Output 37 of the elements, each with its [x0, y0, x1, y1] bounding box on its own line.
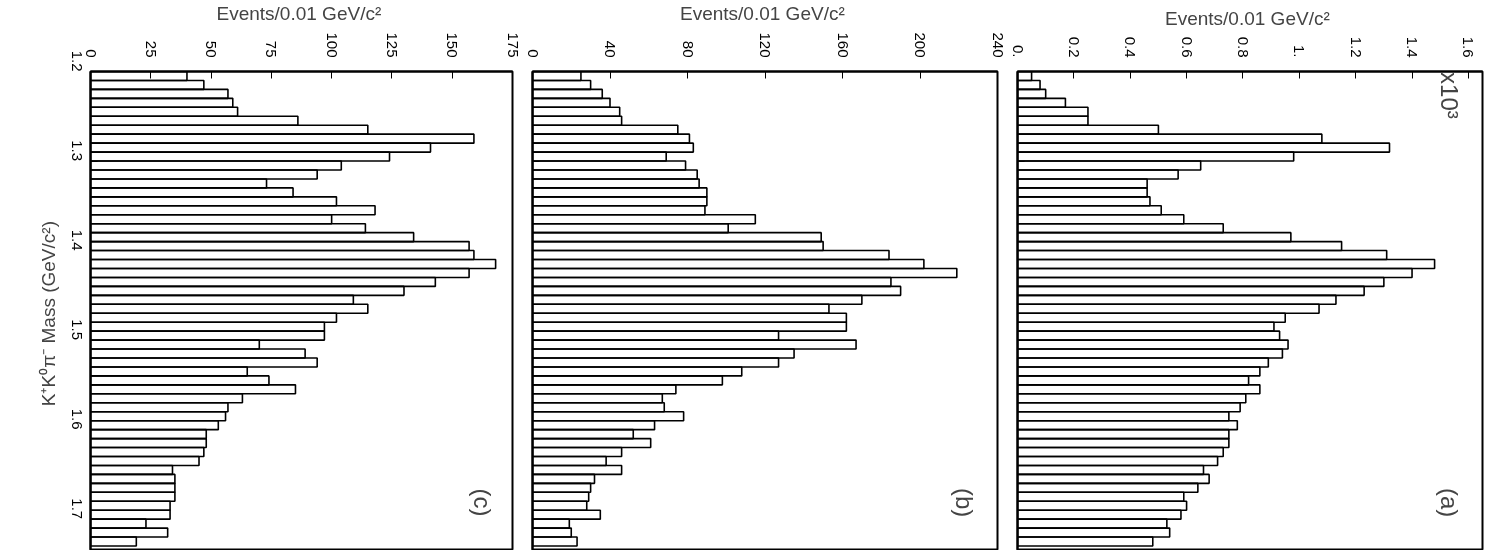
x-tick-label: 125 [383, 32, 401, 58]
x-tick-label: 175 [504, 32, 522, 58]
x-tick-label: 1. [1291, 44, 1309, 58]
annotation: (b) [951, 487, 979, 518]
x-tick-label: 0 [524, 49, 542, 58]
x-tick-label: 1.6 [1460, 36, 1478, 58]
y-axis-title: K⁺K⁰π⁻ Mass (GeV/c²) [37, 221, 59, 407]
x-tick-label: 150 [444, 32, 462, 58]
x-axis-title: Events/0.01 GeV/c² [679, 3, 845, 25]
x-tick-label: 0.4 [1122, 36, 1140, 58]
x-tick-label: 120 [757, 32, 774, 58]
x-tick-label: 50 [203, 40, 221, 58]
x-tick-label: 0.2 [1065, 36, 1083, 58]
y-tick-label: 1.3 [68, 140, 86, 162]
y-tick-label: 1.4 [68, 229, 86, 251]
x-tick-label: 80 [679, 40, 697, 58]
x-tick-label: 200 [912, 32, 929, 58]
x-tick-label: 100 [323, 32, 341, 58]
y-tick-label: 1.7 [68, 498, 86, 520]
x-tick-label: 1.2 [1347, 36, 1365, 58]
x-tick-label: 1.4 [1404, 36, 1422, 58]
x-tick-label: 75 [263, 40, 281, 58]
x-tick-label: 40 [602, 40, 619, 58]
x-tick-label: 0 [82, 49, 100, 58]
y-tick-label: 1.5 [68, 319, 86, 341]
x-tick-label: 160 [834, 32, 852, 58]
x-tick-label: 25 [142, 40, 160, 58]
annotation: (c) [469, 488, 497, 517]
annotation: (a) [1436, 487, 1464, 518]
x-tick-label: 0.6 [1178, 36, 1196, 58]
x-axis-title: Events/0.01 GeV/c² [1164, 7, 1330, 29]
x-tick-label: 0.8 [1234, 36, 1252, 58]
x-tick-label: 0. [1009, 44, 1027, 58]
x-axis-title: Events/0.01 GeV/c² [216, 3, 382, 25]
y-tick-label: 1.6 [68, 408, 86, 430]
x-tick-label: 240 [989, 32, 1007, 58]
annotation: x10³ [1436, 72, 1464, 119]
